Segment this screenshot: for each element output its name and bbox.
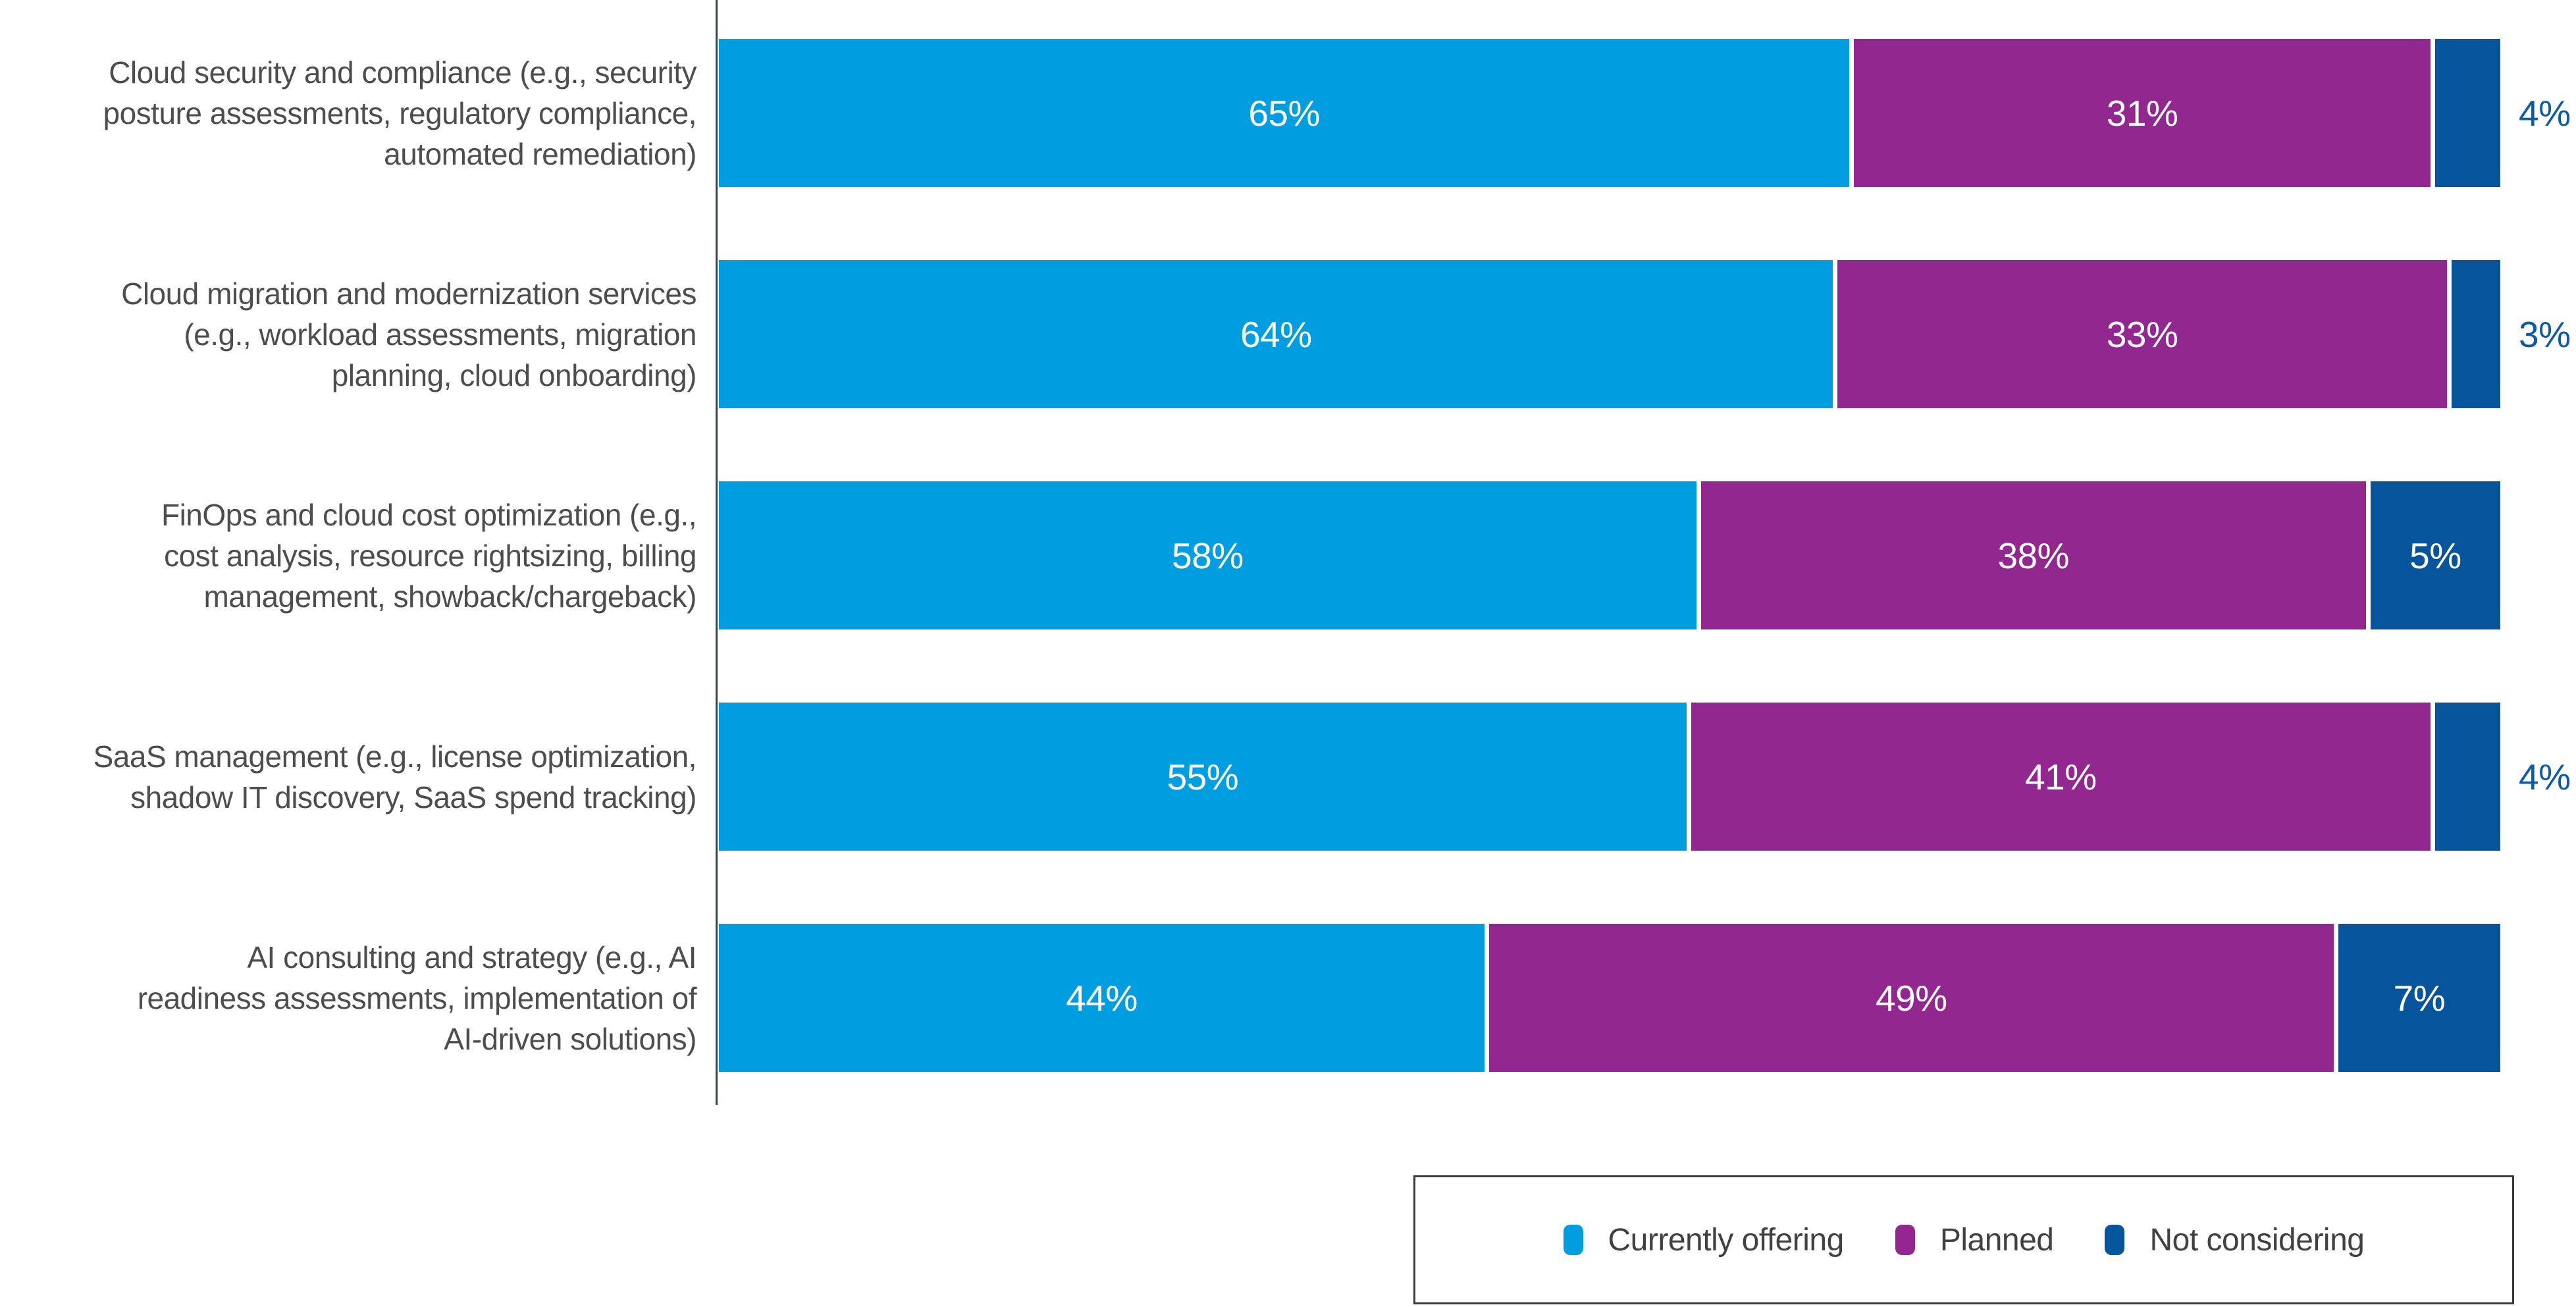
bar-segment-not-considering	[2435, 703, 2500, 851]
category-label: AI consulting and strategy (e.g., AI rea…	[137, 940, 697, 1056]
bar-value-label-outside: 4%	[2519, 92, 2571, 134]
bar-value-label: 49%	[1876, 977, 1947, 1019]
legend-item-planned: Planned	[1895, 1222, 2054, 1258]
bar-value-label: 7%	[2393, 977, 2446, 1019]
bar-value-label: 55%	[1167, 756, 1239, 797]
bar-segment-planned: 33%	[1837, 260, 2447, 408]
bar-value-label-outside: 3%	[2519, 313, 2571, 355]
legend-swatch-planned	[1895, 1225, 1915, 1255]
bar-value-label: 44%	[1066, 977, 1138, 1019]
bar-value-label: 5%	[2409, 535, 2461, 576]
bar-track: 58% 38% 5%	[719, 481, 2500, 629]
bar-value-label: 31%	[2106, 92, 2178, 134]
legend-swatch-currently-offering	[1563, 1225, 1583, 1255]
bar-track: 55% 41%	[719, 703, 2500, 851]
bar-segment-planned: 41%	[1691, 703, 2431, 851]
bar-segment-currently-offering: 64%	[719, 260, 1833, 408]
bar-segment-not-considering: 5%	[2370, 481, 2500, 629]
bar-track: 65% 31%	[719, 39, 2500, 187]
category-label: FinOps and cloud cost optimization (e.g.…	[161, 497, 697, 614]
bar-segment-currently-offering: 55%	[719, 703, 1687, 851]
category-axis-line	[716, 0, 718, 1105]
bar-segment-planned: 38%	[1700, 481, 2366, 629]
bar-value-label: 64%	[1240, 313, 1312, 355]
bar-segment-currently-offering: 44%	[719, 924, 1485, 1072]
category-label: Cloud migration and modernization servic…	[121, 276, 697, 392]
bar-segment-currently-offering: 65%	[719, 39, 1850, 187]
bar-value-label: 65%	[1248, 92, 1320, 134]
legend-item-currently-offering: Currently offering	[1563, 1222, 1845, 1258]
bar-segment-not-considering: 7%	[2338, 924, 2500, 1072]
bar-row: SaaS management (e.g., license optimizat…	[0, 703, 2576, 851]
bar-segment-not-considering	[2435, 39, 2500, 187]
category-label: SaaS management (e.g., license optimizat…	[93, 739, 697, 814]
bar-segment-planned: 31%	[1854, 39, 2431, 187]
bar-row: Cloud security and compliance (e.g., sec…	[0, 39, 2576, 187]
legend-label-currently-offering: Currently offering	[1608, 1222, 1845, 1258]
legend-label-planned: Planned	[1939, 1222, 2054, 1258]
bar-segment-currently-offering: 58%	[719, 481, 1696, 629]
bar-value-label-outside: 4%	[2519, 756, 2571, 797]
bar-row: Cloud migration and modernization servic…	[0, 260, 2576, 408]
bar-value-label: 41%	[2025, 756, 2097, 797]
bar-value-label: 38%	[1997, 535, 2070, 576]
bar-segment-not-considering	[2451, 260, 2500, 408]
bar-row: FinOps and cloud cost optimization (e.g.…	[0, 481, 2576, 629]
legend-item-not-considering: Not considering	[2105, 1222, 2365, 1258]
category-label: Cloud security and compliance (e.g., sec…	[103, 55, 697, 171]
legend: Currently offering Planned Not consideri…	[1413, 1175, 2514, 1304]
bar-value-label: 58%	[1172, 535, 1244, 576]
legend-swatch-not-considering	[2105, 1225, 2125, 1255]
bar-track: 64% 33%	[719, 260, 2500, 408]
bar-row: AI consulting and strategy (e.g., AI rea…	[0, 924, 2576, 1072]
bar-segment-planned: 49%	[1488, 924, 2334, 1072]
bar-value-label: 33%	[2106, 313, 2178, 355]
legend-label-not-considering: Not considering	[2149, 1222, 2365, 1258]
bar-track: 44% 49% 7%	[719, 924, 2500, 1072]
